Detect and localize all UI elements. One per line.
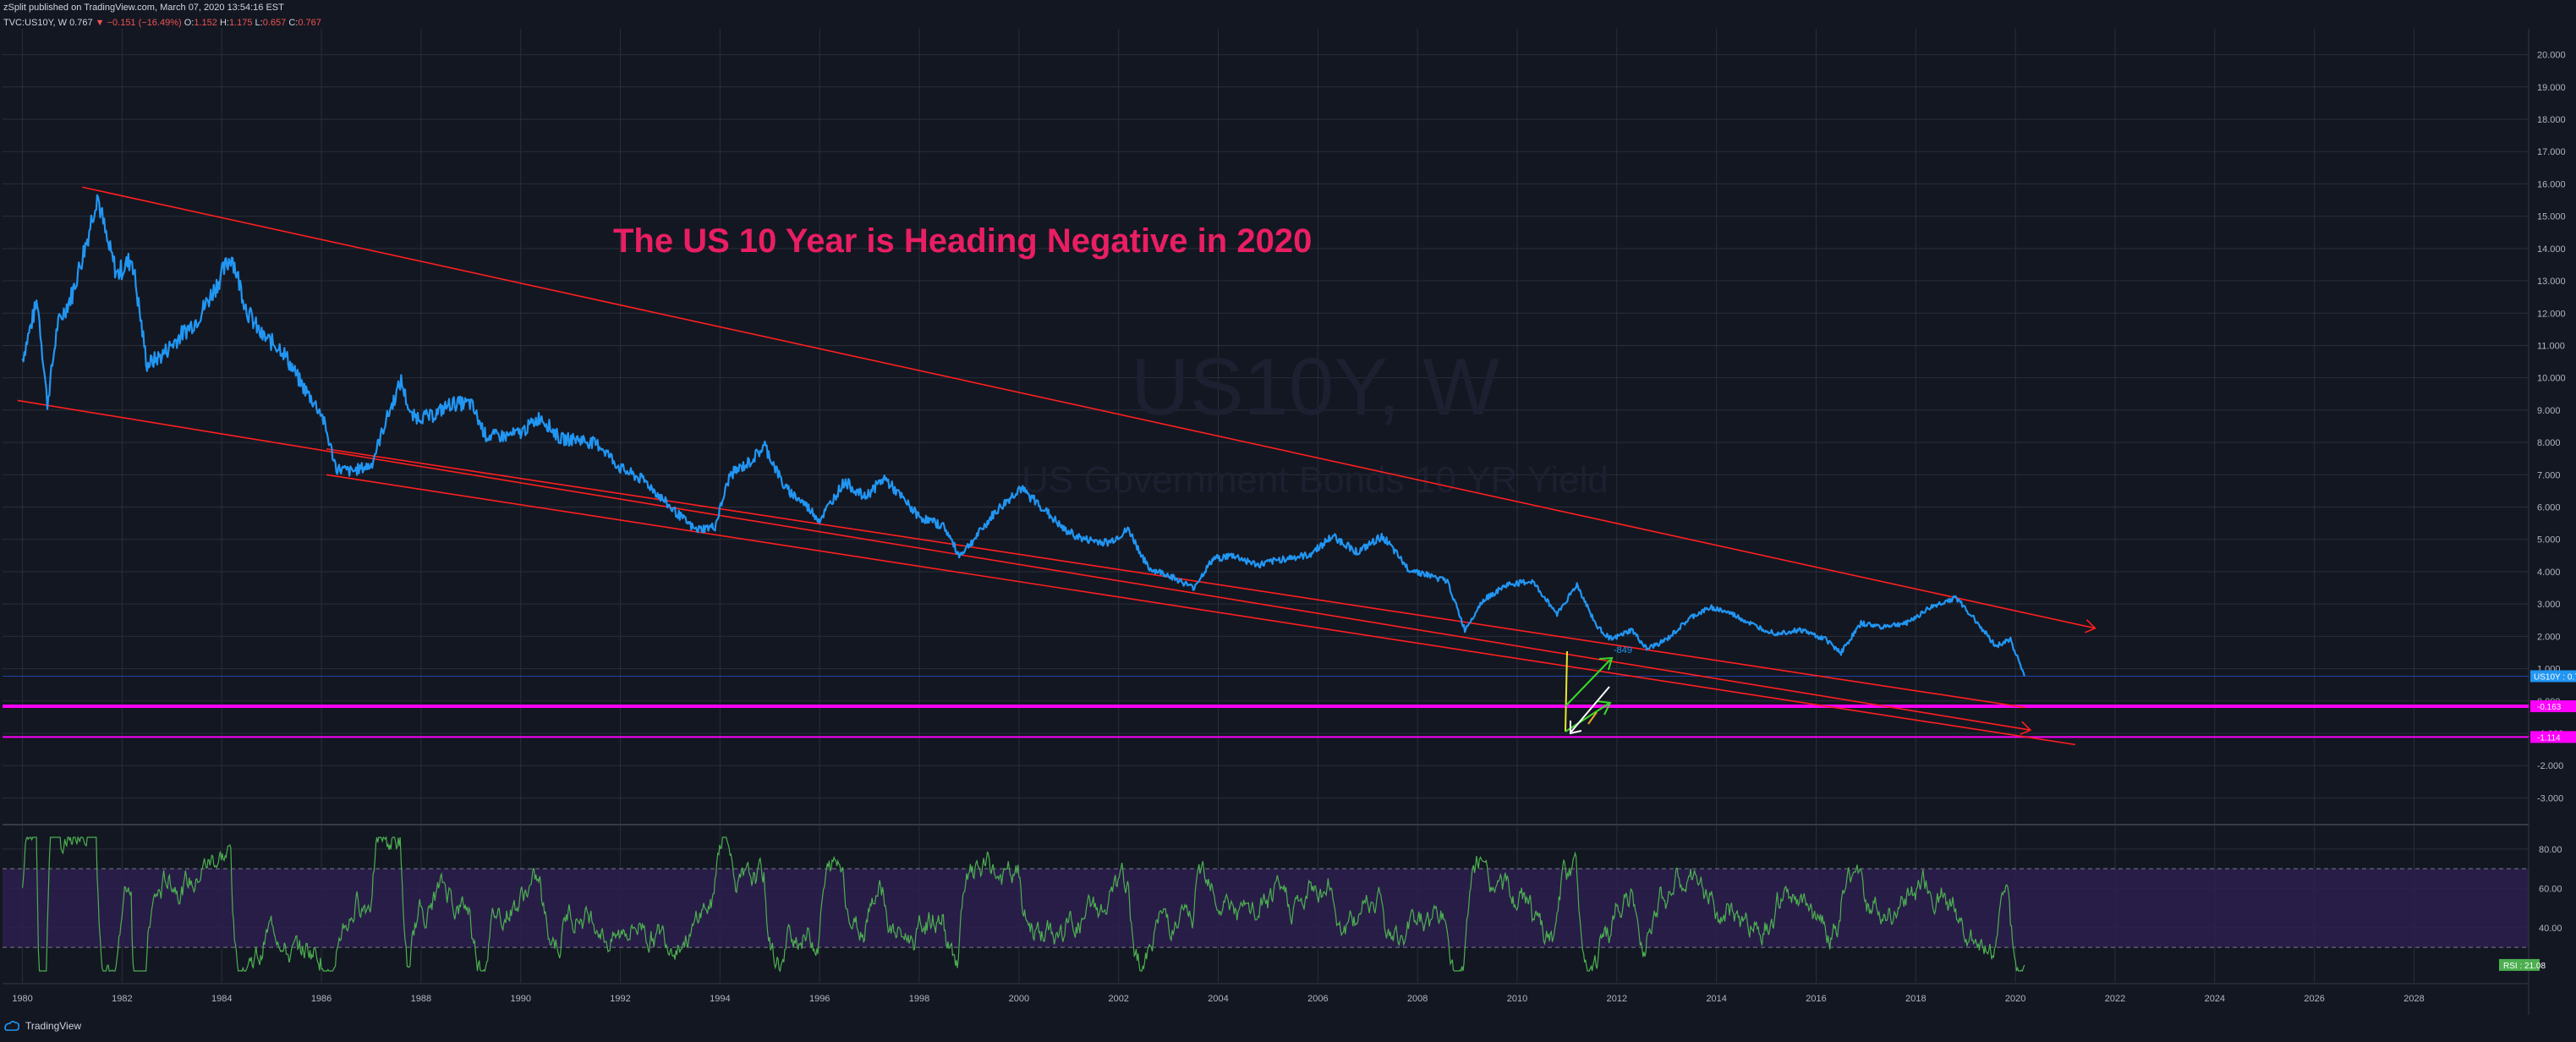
watermark-description: US Government Bonds 10 YR Yield — [1022, 459, 1609, 501]
x-tick-label: 2012 — [1607, 994, 1627, 1004]
y-tick-label: 16.000 — [2537, 179, 2566, 189]
y-tick-label: 17.000 — [2537, 147, 2566, 157]
x-tick-label: 1990 — [510, 994, 530, 1004]
x-tick-label: 1994 — [710, 994, 730, 1004]
projection-label: -849 — [1614, 645, 1632, 655]
y-tick-label: 19.000 — [2537, 83, 2566, 93]
rsi-value-label: RSI : 21.08 — [2503, 962, 2546, 971]
orange-arrow[interactable] — [1587, 711, 1598, 725]
us10y-price-line — [21, 194, 2025, 677]
high-value: 1.175 — [228, 18, 253, 28]
y-tick-label: 13.000 — [2537, 277, 2566, 287]
x-tick-label: 2024 — [2205, 994, 2225, 1004]
y-tick-label: 8.000 — [2537, 438, 2561, 448]
white-arrow-head-icon — [1570, 721, 1582, 735]
price-label: US10Y : 0.767 — [2534, 672, 2576, 682]
x-tick-label: 2010 — [1507, 994, 1527, 1004]
price-change: ▼ −0.151 (−16.49%) — [95, 18, 182, 28]
price-label-badge: US10Y : 0.767 — [2530, 670, 2576, 683]
rsi-tick-label: 80.00 — [2539, 845, 2562, 855]
green-arrow-up-2[interactable] — [1565, 659, 1611, 707]
x-tick-label: 2014 — [1706, 994, 1726, 1004]
last-price: 0.767 — [69, 18, 93, 28]
level-2-label: -1.114 — [2537, 733, 2561, 743]
tradingview-footer[interactable]: TradingView — [3, 1020, 81, 1032]
y-tick-label: -3.000 — [2537, 793, 2563, 803]
rsi-scale[interactable]: 80.00 60.00 40.00 — [2539, 845, 2562, 934]
symbol-name[interactable]: TVC:US10Y, W — [3, 18, 67, 28]
symbol-ohlc-line: TVC:US10Y, W 0.767 ▼ −0.151 (−16.49%) O:… — [3, 18, 321, 28]
open-label: O: — [184, 18, 195, 28]
price-scale[interactable]: 20.000 19.000 18.000 17.000 16.000 15.000 14.0… — [2537, 51, 2566, 804]
footer-brand: TradingView — [25, 1020, 82, 1032]
projection-arrows[interactable]: -849 — [1565, 645, 1632, 735]
trend-line-1 — [82, 186, 2096, 629]
green-arrow-head-1-icon — [1596, 700, 1612, 716]
white-arrow-down[interactable] — [1570, 686, 1610, 732]
headline-text[interactable]: The US 10 Year is Heading Negative in 20… — [613, 222, 1312, 260]
y-tick-label: 15.000 — [2537, 212, 2566, 222]
x-tick-label: 2006 — [1307, 994, 1328, 1004]
close-value: 0.767 — [298, 18, 321, 28]
y-tick-label: 9.000 — [2537, 406, 2561, 416]
rsi-line — [22, 835, 2025, 973]
close-label: C: — [288, 18, 299, 28]
trend-line-4 — [326, 474, 2075, 746]
y-tick-label: 6.000 — [2537, 503, 2561, 513]
x-tick-label: 1998 — [909, 994, 929, 1004]
x-tick-label: 1996 — [809, 994, 830, 1004]
trend-arrow-head-icon — [2085, 619, 2096, 633]
x-tick-label: 2022 — [2105, 994, 2125, 1004]
tradingview-logo-icon — [4, 1020, 19, 1031]
rsi-value-badge: RSI : 21.08 — [2499, 958, 2546, 971]
x-tick-label: 2004 — [1208, 994, 1228, 1004]
x-tick-label: 2008 — [1407, 994, 1428, 1004]
high-label: H: — [219, 18, 229, 28]
level-2-badge: -1.114 — [2530, 731, 2576, 743]
x-tick-label: 1986 — [311, 994, 332, 1004]
y-tick-label: 4.000 — [2537, 568, 2561, 578]
low-label: L: — [255, 18, 263, 28]
x-tick-label: 1992 — [610, 994, 630, 1004]
y-tick-label: 20.000 — [2537, 51, 2566, 61]
watermark-symbol: US10Y, W — [1131, 342, 1499, 432]
rsi-tick-label: 60.00 — [2539, 884, 2562, 894]
x-tick-label: 2020 — [2005, 994, 2025, 1004]
x-tick-label: 2018 — [1905, 994, 1926, 1004]
time-scale[interactable]: 1980 1982 1984 1986 1988 1990 1992 1994 1996 1998… — [12, 994, 2424, 1004]
publisher-line: zSplit published on TradingView.com, Mar… — [3, 3, 284, 13]
green-arrow-up-1[interactable] — [1565, 703, 1609, 732]
y-tick-label: 14.000 — [2537, 244, 2566, 255]
y-tick-label: 11.000 — [2537, 341, 2565, 351]
yellow-arrow-down[interactable] — [1565, 650, 1568, 732]
rsi-band — [3, 869, 2529, 948]
x-tick-label: 1984 — [211, 994, 232, 1004]
y-tick-label: 12.000 — [2537, 309, 2566, 319]
trend-line-2 — [17, 399, 2031, 731]
y-tick-label: 18.000 — [2537, 115, 2566, 125]
rsi-tick-label: 40.00 — [2539, 924, 2562, 934]
x-tick-label: 1982 — [112, 994, 132, 1004]
x-tick-label: 2028 — [2403, 994, 2424, 1004]
y-tick-label: 7.000 — [2537, 470, 2561, 480]
y-tick-label: 10.000 — [2537, 374, 2566, 384]
trend-arrow-head-icon — [2020, 721, 2032, 735]
x-tick-label: 2026 — [2304, 994, 2324, 1004]
open-value: 1.152 — [194, 18, 217, 28]
y-tick-label: -2.000 — [2537, 761, 2563, 771]
x-tick-label: 1980 — [12, 994, 32, 1004]
green-arrow-head-2-icon — [1598, 656, 1614, 671]
y-tick-label: 3.000 — [2537, 600, 2561, 610]
x-tick-label: 2016 — [1806, 994, 1826, 1004]
trend-lines[interactable] — [17, 186, 2096, 746]
y-tick-label: 2.000 — [2537, 632, 2561, 642]
x-tick-label: 2000 — [1009, 994, 1029, 1004]
level-1-badge: -0.163 — [2530, 700, 2576, 713]
y-tick-label: 5.000 — [2537, 535, 2561, 546]
level-1-label: -0.163 — [2537, 703, 2562, 712]
x-tick-label: 2002 — [1108, 994, 1128, 1004]
low-value: 0.657 — [262, 18, 287, 28]
x-tick-label: 1988 — [411, 994, 431, 1004]
